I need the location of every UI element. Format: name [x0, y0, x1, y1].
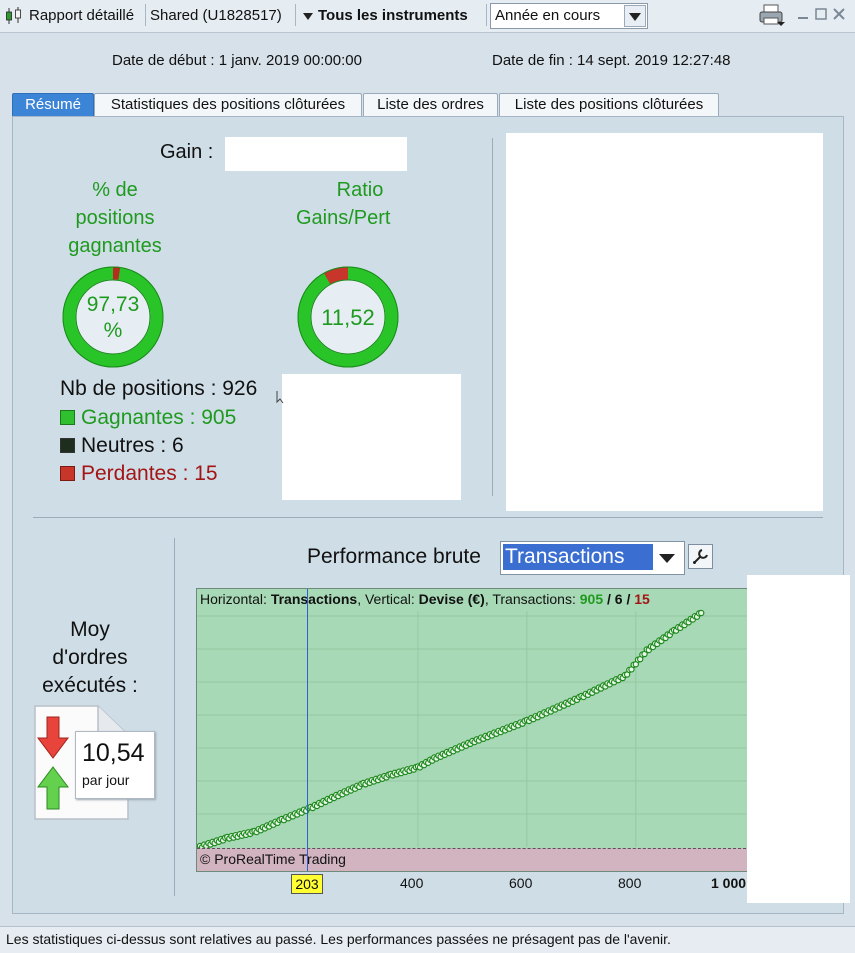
gain-value [225, 137, 407, 171]
gauge-value-line: 97,73 [86, 293, 140, 316]
orders-per-day-box: 10,54 par jour [75, 731, 155, 799]
trade-point [698, 609, 705, 617]
dark-square-icon [60, 438, 75, 453]
chart-loss-zone [197, 848, 751, 871]
disclaimer-text: Les statistiques ci-dessus sont relative… [6, 931, 671, 947]
minimize-icon[interactable] [796, 7, 810, 21]
winners-count: Gagnantes : 905 [81, 406, 237, 429]
performance-chart[interactable]: Horizontal: Transactions, Vertical: Devi… [196, 588, 752, 872]
gauge-value: 11,52 [321, 305, 375, 330]
title-line: Ratio [336, 179, 384, 201]
tab-closed-positions-list[interactable]: Liste des positions clôturées [499, 93, 719, 116]
gauge-value: 97,73 % [62, 292, 164, 344]
divider [33, 517, 823, 518]
divider [145, 4, 146, 26]
legend-transactions-label: , Transactions: [484, 591, 580, 607]
performance-label: Performance brute [307, 545, 481, 568]
title-line: Moy [70, 618, 110, 641]
red-square-icon [60, 466, 75, 481]
x-tick-label: 600 [509, 875, 533, 891]
instruments-dropdown[interactable]: Tous les instruments [300, 5, 485, 27]
print-icon[interactable] [758, 4, 786, 28]
green-square-icon [60, 410, 75, 425]
chart-legend: Horizontal: Transactions, Vertical: Devi… [200, 591, 650, 607]
end-date: Date de fin : 14 sept. 2019 12:27:48 [492, 52, 731, 69]
chart-settings-button[interactable] [688, 544, 713, 569]
winning-percentage-title: % de positions gagnantes [40, 176, 190, 260]
copyright: © ProRealTime Trading [200, 851, 346, 867]
title-line: % de [92, 179, 138, 201]
orders-title: Moy d'ordres exécutés : [20, 616, 160, 700]
title-line-text: Gains/Pert [296, 207, 391, 229]
legend-vertical-value: Devise (€) [418, 591, 485, 607]
losers-count: Perdantes : 15 [81, 462, 218, 485]
title-line: d'ordres [52, 646, 128, 669]
performance-chart-svg [197, 609, 751, 851]
disclaimer-bar: Les statistiques ci-dessus sont relative… [0, 926, 855, 953]
cursor-line [307, 589, 308, 871]
period-select-value: Année en cours [495, 7, 601, 24]
legend-horizontal-value: Transactions [270, 591, 358, 607]
orders-value: 10,54 [82, 739, 145, 767]
legend-separator: / [622, 591, 635, 607]
redacted-panel [747, 575, 850, 903]
start-date: Date de début : 1 janv. 2019 00:00:00 [112, 52, 362, 69]
legend-vertical-label: , Vertical: [357, 591, 419, 607]
maximize-icon[interactable] [814, 7, 828, 21]
wrench-icon [691, 547, 710, 566]
chevron-down-icon [659, 554, 675, 563]
divider [486, 4, 487, 26]
candlestick-icon [4, 7, 24, 25]
divider [295, 4, 296, 26]
equity-line [199, 612, 702, 848]
mouse-cursor-icon [276, 390, 284, 404]
positions-count: Nb de positions : 926 [60, 377, 258, 400]
tab-orders-list[interactable]: Liste des ordres [363, 93, 498, 116]
report-title: Rapport détaillé [29, 7, 135, 24]
legend-lose-count: 15 [634, 591, 650, 607]
select-button[interactable] [624, 5, 646, 27]
ratio-title: Ratio Gains/Pert [290, 176, 430, 232]
title-line: gagnantes [68, 235, 162, 257]
legend-neutral-count: 6 [614, 591, 623, 607]
x-tick-label: 800 [618, 875, 642, 891]
legend-separator: / [603, 591, 615, 607]
ratio-gauge: 11,52 [297, 266, 399, 368]
toolbar: Rapport détaillé Shared (U1828517) Tous … [0, 0, 855, 33]
account-selector[interactable]: Shared (U1828517) [150, 7, 282, 24]
chevron-down-icon [629, 13, 641, 21]
legend-horizontal-label: Horizontal: [200, 591, 271, 607]
chevron-down-icon [303, 13, 313, 20]
redacted-area [282, 374, 461, 500]
orders-unit: par jour [82, 772, 130, 788]
winning-percentage-gauge: 97,73 % [62, 266, 164, 368]
x-tick-label: 1 000 [711, 875, 747, 891]
performance-select-value: Transactions [503, 544, 653, 570]
cursor-label: 203 [291, 874, 323, 894]
period-select[interactable]: Année en cours [490, 3, 648, 29]
close-icon[interactable] [832, 7, 846, 21]
tab-closed-positions-stats[interactable]: Statistiques des positions clôturées [94, 93, 362, 116]
title-line: Gains/Pert [296, 204, 408, 232]
instruments-label: Tous les instruments [318, 7, 468, 24]
performance-select[interactable]: Transactions [500, 541, 685, 575]
x-tick-label: 400 [400, 875, 424, 891]
redacted-panel [506, 133, 823, 511]
title-line: exécutés : [42, 674, 138, 697]
tab-summary[interactable]: Résumé [12, 93, 94, 116]
neutral-count: Neutres : 6 [81, 434, 184, 457]
legend-win-count: 905 [579, 591, 604, 607]
divider [492, 138, 493, 496]
gain-label: Gain : [160, 141, 214, 163]
gauge-value-line: % [103, 319, 123, 342]
title-line: positions [75, 207, 155, 229]
divider [174, 538, 175, 896]
